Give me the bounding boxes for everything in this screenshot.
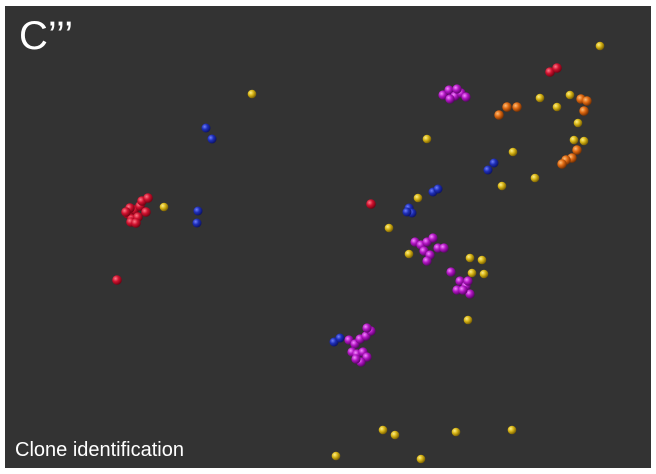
blue-cell [489,158,499,168]
yellow-cell [247,89,257,99]
red-cell [545,67,555,77]
magenta-cell [439,243,449,253]
blue-cell [433,184,443,194]
magenta-cell [463,276,473,286]
blue-cell [207,134,217,144]
magenta-cell [446,267,456,277]
panel-label: C’’’ [19,14,74,58]
yellow-cell [530,173,540,183]
magenta-cell [428,233,438,243]
microscopy-panel: C’’’ Clone identification [5,6,651,468]
red-cell [552,63,562,73]
orange-cell [572,145,582,155]
magenta-cell [444,85,454,95]
yellow-cell [508,147,518,157]
yellow-cell [467,268,477,278]
magenta-cell [461,92,471,102]
blue-cell [192,218,202,228]
magenta-cell [452,84,462,94]
yellow-cell [565,90,575,100]
magenta-cell [458,285,468,295]
yellow-cell [535,93,545,103]
yellow-cell [422,134,432,144]
orange-cell [512,102,522,112]
orange-cell [502,102,512,112]
yellow-cell [552,102,562,112]
yellow-cell [507,425,517,435]
orange-cell [582,96,592,106]
red-cell [141,207,151,217]
yellow-cell [595,41,605,51]
yellow-cell [416,454,426,464]
red-cell [131,218,141,228]
yellow-cell [159,202,169,212]
orange-cell [579,106,589,116]
red-cell [112,275,122,285]
yellow-cell [384,223,394,233]
yellow-cell [573,118,583,128]
magenta-cell [362,323,372,333]
blue-cell [193,206,203,216]
red-cell [143,193,153,203]
magenta-cell [351,354,361,364]
yellow-cell [479,269,489,279]
yellow-cell [579,136,589,146]
blue-cell [402,207,412,217]
yellow-cell [404,249,414,259]
magenta-cell [422,256,432,266]
orange-cell [557,159,567,169]
yellow-cell [451,427,461,437]
orange-cell [494,110,504,120]
yellow-cell [390,430,400,440]
red-cell [366,199,376,209]
magenta-cell [465,289,475,299]
yellow-cell [378,425,388,435]
magenta-cell [445,94,455,104]
blue-cell [201,123,211,133]
yellow-cell [569,135,579,145]
yellow-cell [413,193,423,203]
yellow-cell [497,181,507,191]
yellow-cell [465,253,475,263]
yellow-cell [463,315,473,325]
blue-cell [335,333,345,343]
yellow-cell [477,255,487,265]
red-cell [121,207,131,217]
yellow-cell [331,451,341,461]
cell-scatter [112,41,605,464]
caption-text: Clone identification [15,439,184,461]
blue-cell [483,165,493,175]
